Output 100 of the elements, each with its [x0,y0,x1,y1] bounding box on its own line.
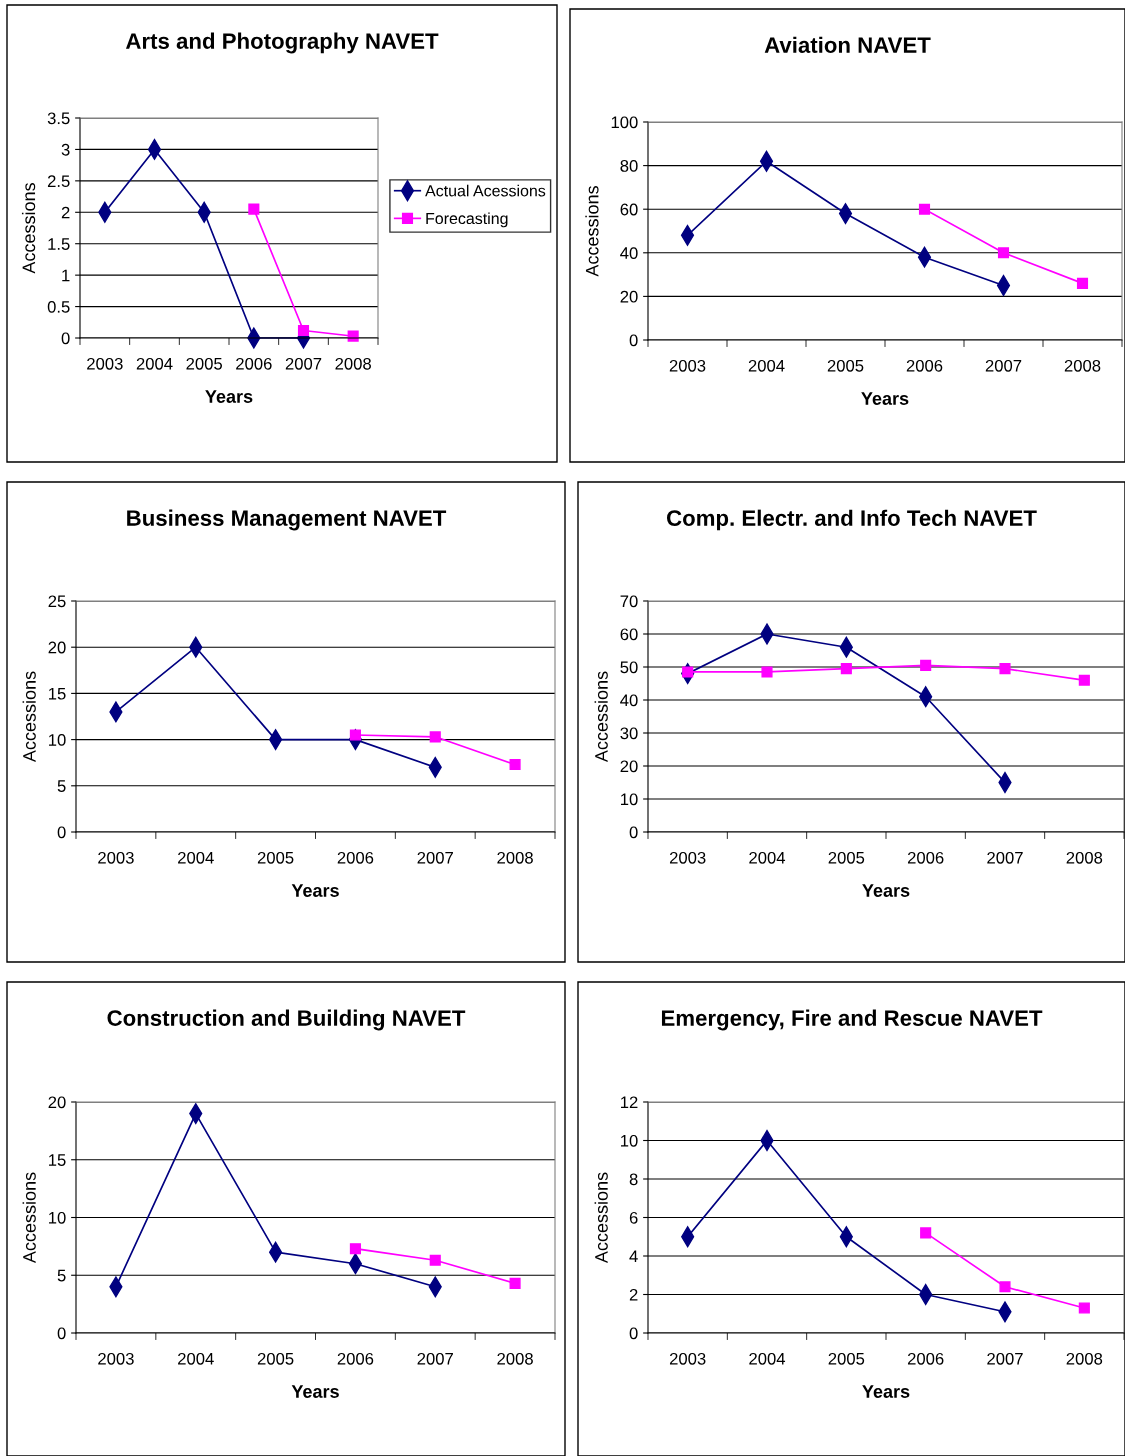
y-tick-label: 1.5 [48,238,70,250]
x-tick-label: 2008 [1064,359,1101,372]
y-axis-title: Accessions [21,182,36,274]
y-tick-label: 6 [629,1211,638,1224]
y-tick-label: 2 [61,206,70,219]
y-tick-label: 5 [57,780,66,792]
point [429,731,441,743]
y-tick-label: 40 [620,247,638,259]
y-tick-label: 0.5 [47,300,70,313]
y-tick-label: 15 [49,687,66,700]
x-tick-label: 2005 [827,359,864,372]
y-tick-label: 60 [620,628,638,641]
point [999,1281,1011,1293]
y-tick-label: 2.5 [47,175,70,188]
y-tick-label: 3.5 [47,112,70,125]
x-tick-label: 2005 [257,851,294,864]
y-tick-label: 0 [629,334,638,347]
y-tick-label: 15 [49,1154,66,1166]
x-tick-label: 2006 [907,851,944,864]
legend-label: Forecasting [426,212,508,228]
y-tick-label: 10 [621,793,638,806]
x-tick-label: 2006 [236,357,272,370]
x-tick-label: 2008 [497,851,533,864]
y-axis-title: Accessions [594,1172,608,1264]
x-tick-label: 2003 [98,1352,134,1365]
y-tick-label: 20 [48,1096,66,1109]
y-tick-label: 12 [621,1096,638,1109]
y-tick-label: 30 [620,727,638,740]
x-tick-label: 2008 [335,357,371,370]
y-tick-label: 25 [48,595,66,608]
x-tick-label: 2007 [417,1352,453,1365]
x-tick-label: 2003 [87,357,123,370]
point [297,324,310,337]
chart-title: Comp. Electr. and Info Tech NAVET [667,509,1037,531]
y-tick-label: 1 [62,269,70,282]
chart-title: Arts and Photography NAVET [125,32,439,54]
x-tick-label: 2004 [749,851,786,864]
y-tick-label: 10 [49,1211,66,1224]
y-tick-label: 100 [611,116,638,129]
x-tick-label: 2005 [828,1352,865,1365]
point [1076,277,1089,289]
point [1078,1302,1090,1314]
x-tick-label: 2003 [98,851,134,864]
y-tick-label: 40 [620,694,638,707]
x-tick-label: 2007 [987,1352,1023,1365]
point [999,663,1011,675]
x-tick-label: 2005 [828,851,865,864]
y-axis-title: Accessions [585,185,599,277]
y-tick-label: 20 [620,760,638,773]
point [349,1243,361,1255]
y-tick-label: 0 [61,332,70,345]
chart-title: Aviation NAVET [764,36,931,53]
y-tick-label: 5 [57,1269,66,1282]
x-tick-label: 2003 [669,851,706,864]
point [509,758,521,771]
x-tick-label: 2006 [337,1352,374,1365]
point [920,1227,932,1239]
point [918,203,931,215]
x-axis-title: Years [205,390,253,403]
x-axis-title: Years [291,884,339,897]
y-tick-label: 0 [57,1327,66,1340]
x-tick-label: 2003 [669,1352,706,1365]
y-tick-label: 0 [57,826,66,839]
y-tick-label: 4 [629,1250,638,1263]
x-tick-label: 2006 [337,851,374,864]
y-tick-label: 0 [629,1327,638,1340]
legend-label: Actual Acessions [425,184,546,197]
x-tick-label: 2004 [136,357,173,370]
x-tick-label: 2008 [497,1352,533,1365]
y-tick-label: 20 [48,641,66,654]
point [248,203,260,215]
point [920,659,932,671]
chart-title: Business Management NAVET [127,509,447,531]
x-tick-label: 2004 [178,851,214,864]
x-axis-title: Years [862,1385,910,1398]
y-axis-title: Accessions [22,671,36,763]
y-tick-label: 20 [620,290,638,303]
chart-title: Emergency, Fire and Rescue NAVET [661,1009,1043,1031]
x-axis-title: Years [861,392,909,405]
y-tick-label: 50 [620,661,638,674]
y-tick-label: 10 [49,734,66,746]
y-tick-label: 60 [620,203,638,216]
y-tick-label: 2 [629,1288,638,1301]
x-tick-label: 2008 [1066,1352,1103,1365]
x-tick-label: 2005 [257,1352,294,1365]
y-tick-label: 8 [629,1173,638,1186]
y-axis-title: Accessions [594,671,608,763]
y-tick-label: 3 [61,143,70,156]
point [840,663,852,675]
x-axis-title: Years [862,884,910,897]
point [429,1254,441,1266]
point [997,247,1010,259]
x-tick-label: 2003 [669,359,706,372]
x-tick-label: 2006 [907,1352,944,1365]
y-tick-label: 0 [629,826,638,839]
chart-title: Construction and Building NAVET [107,1009,466,1031]
x-tick-label: 2008 [1066,851,1103,864]
x-tick-label: 2007 [285,357,322,370]
y-tick-label: 70 [620,595,638,608]
x-tick-label: 2007 [417,851,453,864]
